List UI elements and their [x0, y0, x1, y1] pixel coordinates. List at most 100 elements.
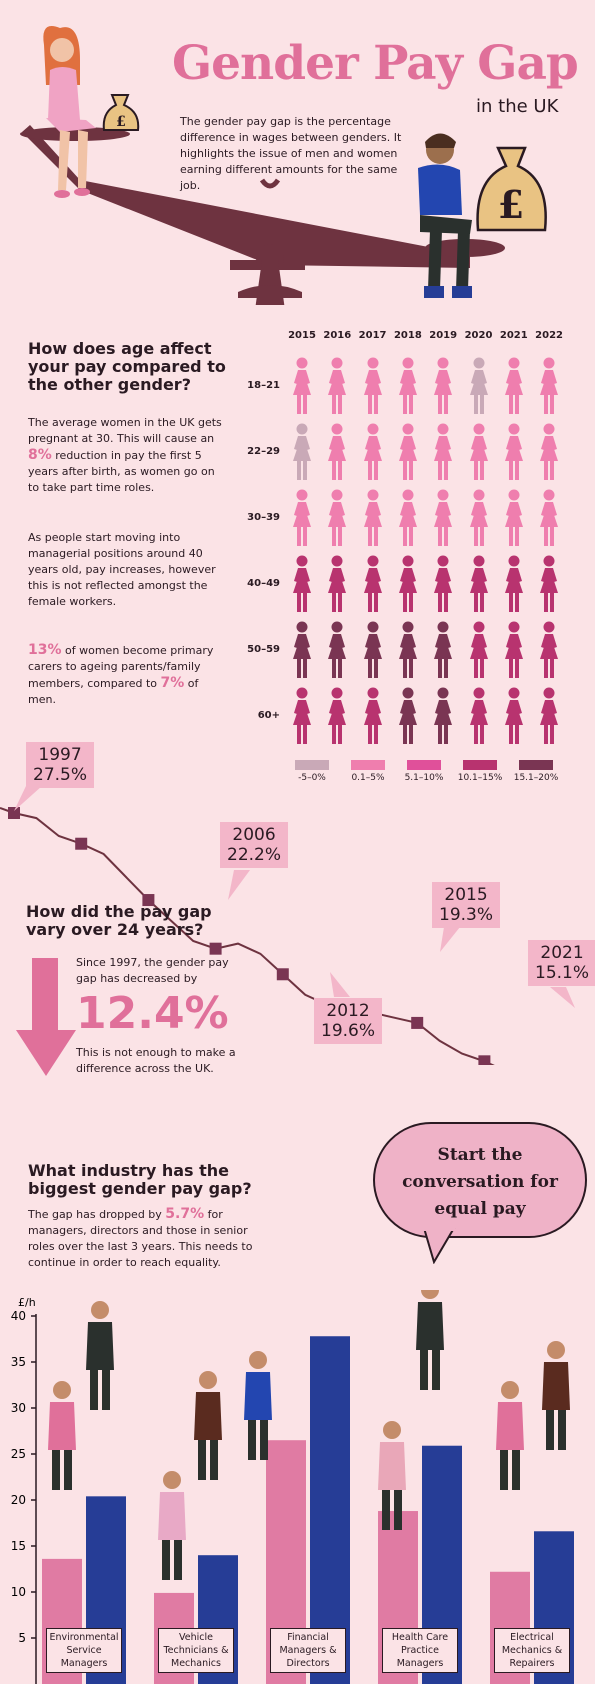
worker-figure	[48, 1381, 76, 1490]
data-point	[276, 968, 289, 981]
callout-tail	[550, 987, 575, 1008]
woman-icon-cell	[434, 489, 453, 546]
woman-icon-cell	[293, 489, 311, 546]
callout-tail	[330, 972, 350, 997]
woman-icon-cell	[363, 357, 382, 414]
worker-figure	[542, 1341, 570, 1450]
year-label: 2019	[429, 330, 458, 341]
worker-figure	[496, 1381, 524, 1490]
y-axis-unit: £/h	[18, 1296, 36, 1309]
woman-icon-cell	[540, 687, 559, 744]
worker-figure	[194, 1371, 222, 1480]
woman-icon-cell	[540, 489, 559, 546]
y-tick-label: 15	[11, 1539, 26, 1553]
woman-icon-cell	[469, 555, 488, 612]
age-group-label: 18–21	[247, 380, 280, 391]
legend-swatch	[463, 760, 497, 770]
woman-icon-cell	[469, 621, 488, 678]
worker-figure	[416, 1290, 444, 1390]
svg-text:£: £	[116, 114, 126, 130]
woman-icon-cell	[504, 489, 523, 546]
age-group-label: 50–59	[247, 644, 280, 655]
year-callout: 2012 19.6%	[314, 998, 383, 1044]
woman-icon-cell	[363, 423, 382, 480]
callout-tail	[14, 786, 42, 811]
pay-gap-line	[0, 806, 495, 1065]
year-callout: 1997 27.5%	[26, 742, 95, 788]
woman-icon-cell	[434, 357, 453, 414]
data-point	[411, 1016, 424, 1029]
woman-icon-cell	[398, 357, 417, 414]
y-tick-label: 25	[11, 1447, 26, 1461]
worker-figure	[86, 1301, 114, 1410]
intro-text: The gender pay gap is the percentage dif…	[180, 115, 402, 192]
category-label: Vehicle Technicians & Mechanics	[158, 1628, 234, 1673]
small-money-bag-icon: £	[102, 94, 140, 131]
data-point	[209, 942, 222, 955]
legend-label: 15.1–20%	[513, 773, 559, 783]
legend-label: -5–0%	[298, 773, 326, 783]
woman-icon-cell	[540, 621, 559, 678]
worker-figure	[378, 1421, 406, 1530]
trend-text-1: Since 1997, the gender pay gap has decre…	[76, 956, 229, 985]
woman-icon-cell	[293, 687, 311, 744]
woman-icon-cell	[293, 621, 311, 678]
woman-icon-cell	[328, 357, 347, 414]
woman-icon-cell	[398, 489, 417, 546]
speech-bubble-tail	[422, 1228, 456, 1264]
woman-icon-cell	[398, 423, 417, 480]
woman-icon-cell	[504, 621, 523, 678]
woman-icon-cell	[328, 489, 347, 546]
woman-icon-cell	[434, 423, 453, 480]
age-group-label: 40–49	[247, 578, 280, 589]
woman-icon-cell	[398, 555, 417, 612]
woman-icon-cell	[363, 489, 382, 546]
industry-heading: What industry has the biggest gender pay…	[28, 1161, 252, 1198]
industry-bar-chart: £/h 5 10 15 20 25 30 35 40	[11, 1290, 574, 1684]
age-heading: How does age affect your pay compared to…	[28, 339, 226, 394]
legend-label: 10.1–15%	[457, 773, 503, 783]
age-paragraph-3: 13% of women become primary carers to ag…	[28, 642, 214, 706]
woman-icon-cell	[504, 357, 523, 414]
age-paragraph-2: As people start moving into managerial p…	[28, 531, 216, 608]
large-money-bag-icon: £	[476, 146, 547, 232]
woman-icon-cell	[293, 555, 311, 612]
woman-icon-cell	[398, 621, 417, 678]
worker-figure	[244, 1351, 272, 1460]
page-title: Gender Pay Gap	[172, 36, 579, 91]
woman-icon-cell	[398, 687, 417, 744]
category-label: Environmental Service Managers	[46, 1628, 122, 1673]
age-paragraph-1: The average women in the UK gets pregnan…	[28, 416, 222, 494]
legend-label: 0.1–5%	[351, 773, 385, 783]
age-group-label: 22–29	[247, 446, 280, 457]
bar	[310, 1336, 350, 1684]
woman-icon-cell	[293, 423, 311, 480]
category-label: Electrical Mechanics & Repairers	[494, 1628, 570, 1673]
y-tick-label: 20	[11, 1493, 26, 1507]
industry-text: The gap has dropped by 5.7% for managers…	[28, 1206, 253, 1269]
speech-bubble: Start the conversation for equal pay	[373, 1122, 587, 1238]
age-group-label: 60+	[257, 710, 280, 721]
y-tick-label: 30	[11, 1401, 26, 1415]
woman-icon-cell	[469, 489, 488, 546]
y-tick-label: 40	[11, 1309, 26, 1323]
age-group-label: 30–39	[247, 512, 280, 523]
year-callout: 2006 22.2%	[220, 822, 289, 868]
year-label: 2015	[288, 330, 316, 341]
woman-icon-cell	[328, 423, 347, 480]
year-callout: 2015 19.3%	[432, 882, 501, 928]
data-point	[8, 807, 20, 819]
year-label: 2018	[393, 330, 422, 341]
woman-icon-cell	[434, 621, 453, 678]
legend-label: 5.1–10%	[404, 773, 444, 783]
year-callout: 2021 15.1%	[528, 940, 595, 986]
woman-icon-cell	[434, 687, 453, 744]
seesaw-illustration: £ £	[20, 26, 547, 305]
trend-text-2: This is not enough to make a difference …	[76, 1046, 236, 1075]
legend-swatch	[295, 760, 329, 770]
decrease-percentage: 12.4%	[76, 988, 229, 1039]
woman-icon-cell	[469, 423, 488, 480]
data-point	[75, 837, 88, 850]
year-label: 2020	[464, 330, 493, 341]
woman-icon-cell	[469, 687, 488, 744]
